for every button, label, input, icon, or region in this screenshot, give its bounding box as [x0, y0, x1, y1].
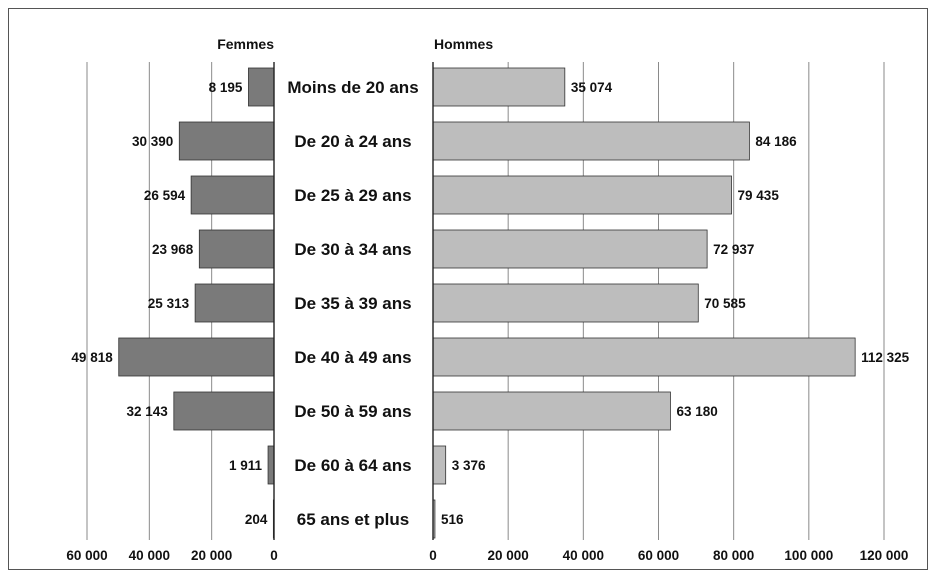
value-label-hommes: 3 376	[452, 458, 486, 473]
tick-label-right: 100 000	[784, 548, 833, 563]
bar-hommes	[432, 67, 566, 107]
category-label: De 25 à 29 ans	[294, 186, 411, 205]
value-label-hommes: 70 585	[704, 296, 746, 311]
category-label: De 35 à 39 ans	[294, 294, 411, 313]
value-label-hommes: 63 180	[676, 404, 717, 419]
tick-label-left: 20 000	[191, 548, 232, 563]
value-label-femmes: 23 968	[152, 242, 194, 257]
bar-hommes	[432, 283, 699, 323]
bar-femmes	[198, 229, 275, 269]
value-label-hommes: 516	[441, 512, 464, 527]
value-label-hommes: 79 435	[738, 188, 780, 203]
bar-hommes	[432, 337, 856, 377]
tick-label-right: 0	[429, 548, 437, 563]
bar-femmes	[267, 445, 275, 485]
value-label-hommes: 35 074	[571, 80, 613, 95]
tick-label-left: 60 000	[66, 548, 107, 563]
tick-label-right: 60 000	[638, 548, 679, 563]
value-label-femmes: 32 143	[127, 404, 169, 419]
bar-femmes	[178, 121, 275, 161]
value-label-hommes: 84 186	[755, 134, 797, 149]
bar-hommes	[432, 445, 447, 485]
value-label-femmes: 26 594	[144, 188, 186, 203]
bar-femmes	[173, 391, 275, 431]
series-header-femmes: Femmes	[217, 36, 274, 52]
series-header-hommes: Hommes	[434, 36, 493, 52]
value-label-hommes: 112 325	[861, 350, 910, 365]
category-label: 65 ans et plus	[297, 510, 409, 529]
category-label: Moins de 20 ans	[287, 78, 418, 97]
tick-label-left: 0	[270, 548, 278, 563]
value-label-hommes: 72 937	[713, 242, 754, 257]
bar-hommes	[432, 175, 732, 215]
bar-femmes	[194, 283, 275, 323]
category-label: De 20 à 24 ans	[294, 132, 411, 151]
value-label-femmes: 1 911	[229, 458, 263, 473]
tick-label-right: 80 000	[713, 548, 754, 563]
category-label: De 30 à 34 ans	[294, 240, 411, 259]
tick-label-left: 40 000	[129, 548, 170, 563]
value-label-femmes: 25 313	[148, 296, 190, 311]
tick-label-right: 40 000	[563, 548, 604, 563]
bar-hommes	[432, 229, 708, 269]
value-label-femmes: 30 390	[132, 134, 173, 149]
bar-femmes	[190, 175, 275, 215]
value-label-femmes: 8 195	[209, 80, 243, 95]
bar-femmes	[248, 67, 275, 107]
value-label-femmes: 49 818	[71, 350, 113, 365]
value-label-femmes: 204	[245, 512, 268, 527]
tick-label-right: 20 000	[488, 548, 529, 563]
bar-hommes	[432, 121, 750, 161]
bar-hommes	[432, 391, 671, 431]
chart-frame	[8, 8, 928, 570]
category-label: De 50 à 59 ans	[294, 402, 411, 421]
category-label: De 60 à 64 ans	[294, 456, 411, 475]
category-label: De 40 à 49 ans	[294, 348, 411, 367]
bar-femmes	[118, 337, 275, 377]
tick-label-right: 120 000	[860, 548, 909, 563]
